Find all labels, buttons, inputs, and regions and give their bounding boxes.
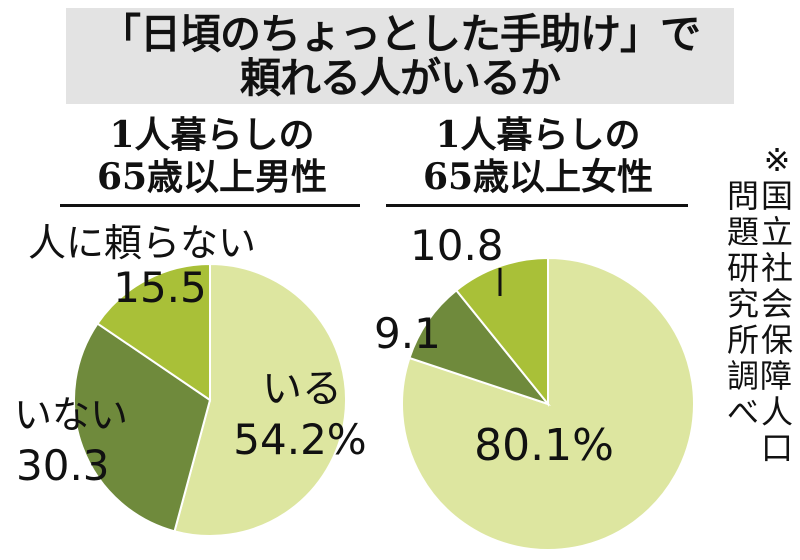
title-band [66, 8, 734, 104]
female-subtitle-line-2: 65歳以上女性 [422, 156, 654, 198]
data-label-male-yes: 54.2% [233, 415, 366, 464]
source-note-col-1: ※国立社会保障・人口 [760, 141, 800, 467]
pie-slice-male-no [73, 322, 212, 533]
male-subtitle-line-2: 65歳以上男性 [96, 156, 328, 198]
data-label-female-self: 10.8 [410, 221, 504, 270]
source-note-col-2: 問題研究所調べ [726, 177, 759, 431]
pie-slice-male-yes [173, 262, 348, 537]
male-subtitle-rule [60, 204, 360, 207]
data-label-male-self: 15.5 [113, 263, 207, 312]
data-label-male-no: 30.3 [16, 441, 110, 490]
data-label-female-no: 9.1 [374, 309, 441, 358]
pie-slice-female-no [408, 288, 551, 407]
source-note: ※国立社会保障・人口 問題研究所調べ [727, 141, 800, 542]
slice-label-male-no: いない [14, 393, 128, 437]
female-subtitle-line-1: 1人暮らしの [435, 114, 641, 156]
slice-label-male-yes: いる [262, 366, 342, 412]
pie-slice-female-self [454, 256, 549, 407]
female-subtitle-rule [386, 204, 688, 207]
data-label-female-yes: 80.1% [474, 420, 614, 471]
chart-title-line-1: 「日頃のちょっとした手助け」で [100, 10, 701, 58]
slice-label-male-self: 人に頼らない [28, 221, 256, 265]
pie-slice-male-self [96, 262, 211, 402]
male-subtitle-line-1: 1人暮らしの [109, 114, 315, 156]
chart-title-line-2: 頼れる人がいるか [240, 54, 561, 102]
